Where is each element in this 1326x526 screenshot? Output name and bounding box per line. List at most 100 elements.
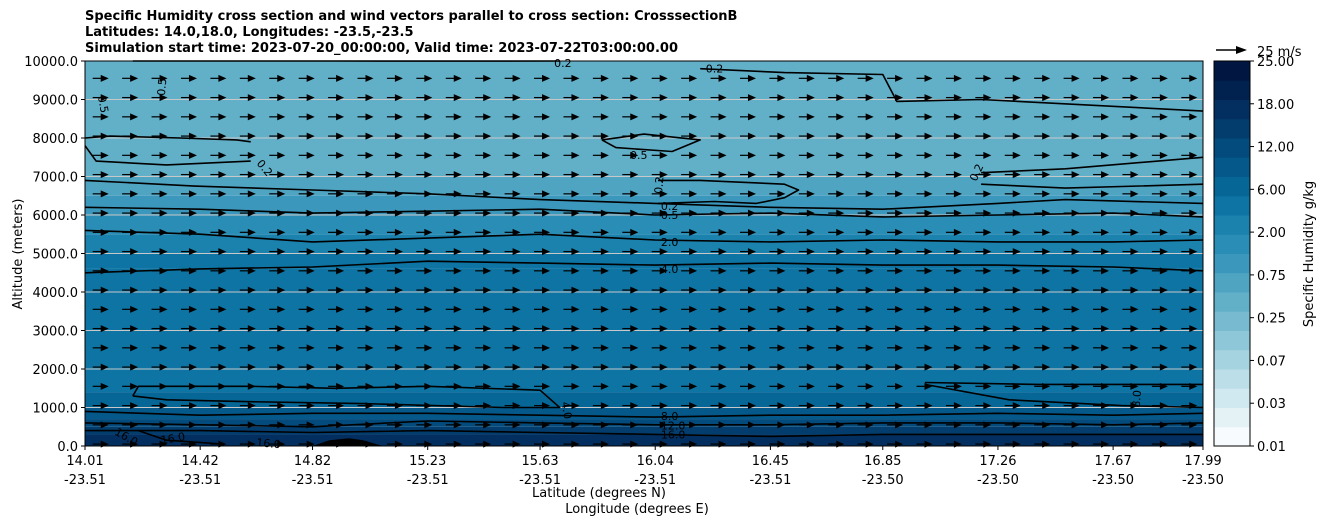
- wind-vector: [151, 286, 168, 294]
- wind-vector: [534, 190, 551, 198]
- wind-vector: [622, 421, 639, 429]
- wind-vector: [298, 248, 315, 256]
- colorbar-swatch-6: [1214, 311, 1250, 331]
- wind-vector-head: [689, 421, 698, 429]
- wind-vector: [328, 228, 345, 236]
- wind-vector-head: [689, 267, 698, 275]
- wind-vector-head: [659, 248, 668, 256]
- wind-vector-head: [630, 113, 639, 121]
- wind-vector: [887, 171, 904, 179]
- wind-vector-head: [394, 421, 403, 429]
- wind-vector-head: [747, 344, 756, 352]
- wind-vector: [416, 132, 433, 140]
- wind-vector: [1181, 286, 1198, 294]
- wind-vector: [945, 325, 962, 333]
- wind-vector: [945, 363, 962, 371]
- wind-vector: [1063, 267, 1080, 275]
- contour-label-15: 12.0: [661, 420, 686, 433]
- wind-vector-head: [689, 363, 698, 371]
- wind-vector: [945, 228, 962, 236]
- wind-vector-head: [747, 132, 756, 140]
- wind-vector-head: [188, 132, 197, 140]
- wind-vector: [769, 132, 786, 140]
- wind-vector: [887, 382, 904, 390]
- wind-vector-head: [1042, 132, 1051, 140]
- wind-vector: [622, 267, 639, 275]
- wind-vector-head: [953, 209, 962, 217]
- wind-vector: [210, 209, 227, 217]
- wind-vector: [269, 325, 286, 333]
- contour-line-9: [84, 206, 1204, 218]
- wind-vector: [622, 382, 639, 390]
- wind-vector: [592, 94, 609, 102]
- wind-vector-head: [424, 402, 433, 410]
- wind-vector-head: [1012, 382, 1021, 390]
- wind-vector-head: [747, 209, 756, 217]
- wind-vector-head: [718, 74, 727, 82]
- wind-vector-head: [836, 305, 845, 313]
- wind-vector: [798, 363, 815, 371]
- humidity-band-1: [85, 138, 1203, 177]
- wind-vector: [798, 248, 815, 256]
- wind-vector: [769, 248, 786, 256]
- wind-vector-head: [247, 190, 256, 198]
- wind-vector: [710, 228, 727, 236]
- wind-vector-head: [1101, 209, 1110, 217]
- wind-vector-head: [983, 151, 992, 159]
- wind-vector-head: [512, 94, 521, 102]
- wind-vector-head: [924, 402, 933, 410]
- wind-vector-head: [865, 209, 874, 217]
- wind-vector: [857, 113, 874, 121]
- wind-vector-head: [365, 132, 374, 140]
- wind-vector: [328, 344, 345, 352]
- wind-vector: [386, 190, 403, 198]
- wind-vector: [180, 209, 197, 217]
- y-tick-label-1: 1000.0: [33, 402, 79, 417]
- wind-vector-head: [718, 325, 727, 333]
- wind-vector: [1034, 267, 1051, 275]
- wind-vector-head: [806, 305, 815, 313]
- wind-vector-head: [1130, 286, 1139, 294]
- wind-vector: [1181, 344, 1198, 352]
- wind-vector-head: [836, 151, 845, 159]
- wind-vector: [1181, 190, 1198, 198]
- wind-vector-head: [247, 171, 256, 179]
- wind-vector-head: [394, 267, 403, 275]
- wind-vector-head: [100, 402, 109, 410]
- wind-vector: [416, 171, 433, 179]
- wind-vector: [180, 228, 197, 236]
- wind-vector-head: [100, 209, 109, 217]
- wind-vector: [975, 248, 992, 256]
- wind-vector: [916, 402, 933, 410]
- wind-vector: [475, 344, 492, 352]
- wind-vector-head: [806, 94, 815, 102]
- wind-vector-head: [277, 402, 286, 410]
- wind-vector-head: [1189, 402, 1198, 410]
- wind-vector-head: [865, 94, 874, 102]
- wind-vector-head: [571, 113, 580, 121]
- wind-vector-head: [953, 248, 962, 256]
- wind-vector-head: [953, 94, 962, 102]
- colorbar-swatch-4: [1214, 349, 1250, 370]
- wind-vector: [916, 113, 933, 121]
- wind-vector: [1034, 344, 1051, 352]
- wind-vector-head: [571, 402, 580, 410]
- wind-vector: [504, 344, 521, 352]
- wind-vector-head: [1071, 74, 1080, 82]
- wind-vector: [887, 402, 904, 410]
- y-tick-label-0: 0.0: [57, 440, 78, 455]
- wind-vector-head: [1042, 94, 1051, 102]
- wind-vector: [945, 151, 962, 159]
- wind-vector-head: [983, 421, 992, 429]
- colorbar-tick-label-6: 6.00: [1257, 183, 1286, 198]
- wind-vector-head: [336, 151, 345, 159]
- wind-vector: [475, 305, 492, 313]
- wind-vector-head: [424, 305, 433, 313]
- contour-label-3: 0.5: [155, 78, 169, 97]
- wind-vector: [475, 151, 492, 159]
- wind-vector-head: [394, 286, 403, 294]
- wind-vector-head: [600, 151, 609, 159]
- wind-vector-head: [1012, 94, 1021, 102]
- wind-vector: [710, 344, 727, 352]
- wind-vector: [386, 267, 403, 275]
